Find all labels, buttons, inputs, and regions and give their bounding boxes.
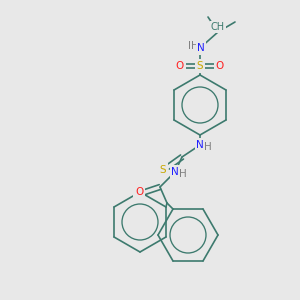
- Text: H: H: [204, 142, 212, 152]
- Text: O: O: [135, 187, 143, 197]
- Text: N: N: [171, 167, 179, 177]
- Text: S: S: [196, 59, 204, 73]
- Text: O: O: [216, 61, 224, 71]
- Text: O: O: [176, 61, 184, 71]
- Text: S: S: [159, 164, 167, 176]
- Text: H: H: [179, 169, 187, 179]
- Text: H: H: [191, 41, 199, 51]
- Text: O: O: [176, 61, 184, 71]
- Text: H: H: [204, 142, 212, 152]
- Text: S: S: [197, 61, 203, 71]
- Text: H: H: [179, 169, 187, 179]
- Text: CH: CH: [211, 22, 225, 32]
- Text: N: N: [196, 140, 204, 150]
- Text: O: O: [135, 187, 143, 197]
- Text: N: N: [171, 167, 179, 177]
- Text: N: N: [197, 43, 205, 53]
- Text: N: N: [196, 43, 204, 53]
- Text: H: H: [188, 41, 196, 51]
- Text: S: S: [160, 165, 166, 175]
- Text: N: N: [196, 140, 204, 150]
- Text: O: O: [216, 61, 224, 71]
